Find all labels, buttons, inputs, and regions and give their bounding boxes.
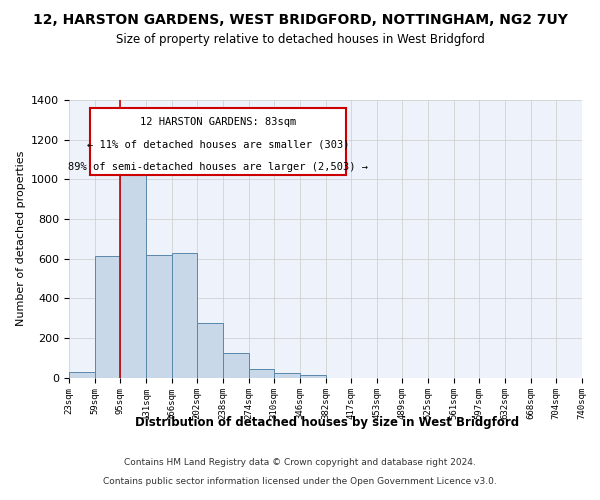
Text: 12 HARSTON GARDENS: 83sqm: 12 HARSTON GARDENS: 83sqm	[140, 117, 296, 127]
Text: Distribution of detached houses by size in West Bridgford: Distribution of detached houses by size …	[135, 416, 519, 429]
Bar	[121, 162, 146, 378]
Text: Contains public sector information licensed under the Open Government Licence v3: Contains public sector information licen…	[103, 476, 497, 486]
FancyBboxPatch shape	[89, 108, 346, 175]
Y-axis label: Number of detached properties: Number of detached properties	[16, 151, 26, 326]
Text: Size of property relative to detached houses in West Bridgford: Size of property relative to detached ho…	[116, 32, 484, 46]
Bar	[172, 252, 197, 378]
Bar	[95, 256, 121, 378]
Bar	[197, 323, 223, 378]
Bar	[248, 368, 274, 378]
Text: 89% of semi-detached houses are larger (2,503) →: 89% of semi-detached houses are larger (…	[68, 162, 368, 172]
Text: ← 11% of detached houses are smaller (303): ← 11% of detached houses are smaller (30…	[86, 140, 349, 149]
Text: Contains HM Land Registry data © Crown copyright and database right 2024.: Contains HM Land Registry data © Crown c…	[124, 458, 476, 467]
Bar	[146, 254, 172, 378]
Bar	[223, 352, 248, 378]
Bar	[69, 372, 95, 378]
Text: 12, HARSTON GARDENS, WEST BRIDGFORD, NOTTINGHAM, NG2 7UY: 12, HARSTON GARDENS, WEST BRIDGFORD, NOT…	[32, 12, 568, 26]
Bar	[274, 372, 300, 378]
Bar	[300, 374, 325, 378]
